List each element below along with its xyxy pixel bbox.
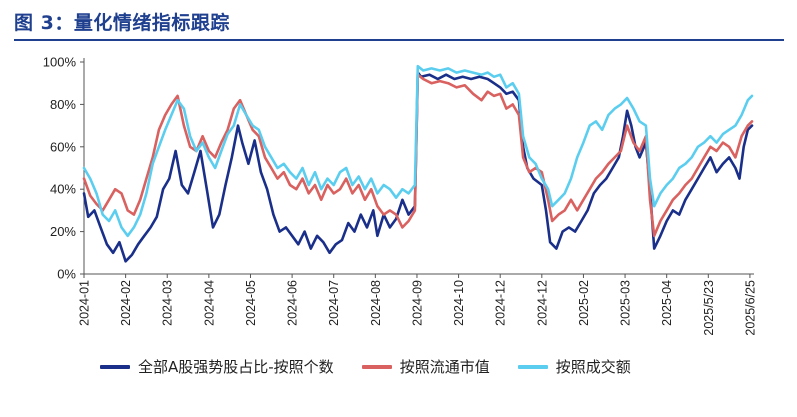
x-tick-label: 2024-01 xyxy=(78,280,92,326)
x-tick-label: 2024-02 xyxy=(119,280,133,326)
x-tick-label: 2025/6/25 xyxy=(743,280,757,336)
y-tick-label: 0% xyxy=(57,267,76,282)
legend-label: 按照成交额 xyxy=(555,358,631,376)
legend-item: 按照成交额 xyxy=(517,356,631,377)
x-axis-ticks: 2024-01 2024-02 2024-03 2024-04 2024-05 2024-… xyxy=(78,274,757,336)
x-tick-label: 2024-05 xyxy=(244,280,258,326)
chart-series-lines xyxy=(82,64,754,263)
x-tick-label: 2024-12 xyxy=(494,280,508,326)
chart-axes xyxy=(83,58,754,275)
y-tick-label: 60% xyxy=(50,139,76,154)
x-tick-label: 2024-08 xyxy=(369,280,383,326)
y-axis-ticks: 0% 20% 40% 60% 80% 100% xyxy=(43,55,84,282)
x-tick-label: 2024-04 xyxy=(202,280,216,326)
series-line xyxy=(82,64,754,238)
legend-label: 按照流通市值 xyxy=(399,358,490,376)
x-tick-label: 2024-07 xyxy=(327,280,341,326)
x-tick-label: 2025-03 xyxy=(619,280,633,326)
x-tick-label: 2024-10 xyxy=(452,280,466,326)
y-tick-label: 40% xyxy=(50,182,76,197)
y-tick-label: 20% xyxy=(50,224,76,239)
y-tick-label: 80% xyxy=(50,97,76,112)
legend-item: 按照流通市值 xyxy=(361,356,490,377)
y-tick-label: 100% xyxy=(43,55,77,70)
chart-legend: 全部A股强势股占比-按照个数 按照流通市值 按照成交额 xyxy=(100,356,659,377)
legend-swatch xyxy=(100,364,130,369)
x-tick-label: 2024-06 xyxy=(286,280,300,326)
figure-title: 图 3：量化情绪指标跟踪 xyxy=(14,12,230,34)
x-tick-label: 2024-03 xyxy=(161,280,175,326)
x-tick-label: 2025-02 xyxy=(577,280,591,326)
line-chart: 0% 20% 40% 60% 80% 100% 2024-01 2024-02 2024-03… xyxy=(43,55,758,336)
x-tick-label: 2025-04 xyxy=(660,280,674,326)
x-tick-label: 2024-09 xyxy=(410,280,424,326)
x-tick-label: 2025/5/23 xyxy=(702,280,716,336)
legend-swatch xyxy=(517,364,548,369)
legend-item: 全部A股强势股占比-按照个数 xyxy=(100,356,334,377)
x-tick-label: 2024-12 xyxy=(535,280,549,326)
legend-swatch xyxy=(361,364,392,369)
title-rule xyxy=(14,39,784,41)
legend-label: 全部A股强势股占比-按照个数 xyxy=(138,358,334,376)
